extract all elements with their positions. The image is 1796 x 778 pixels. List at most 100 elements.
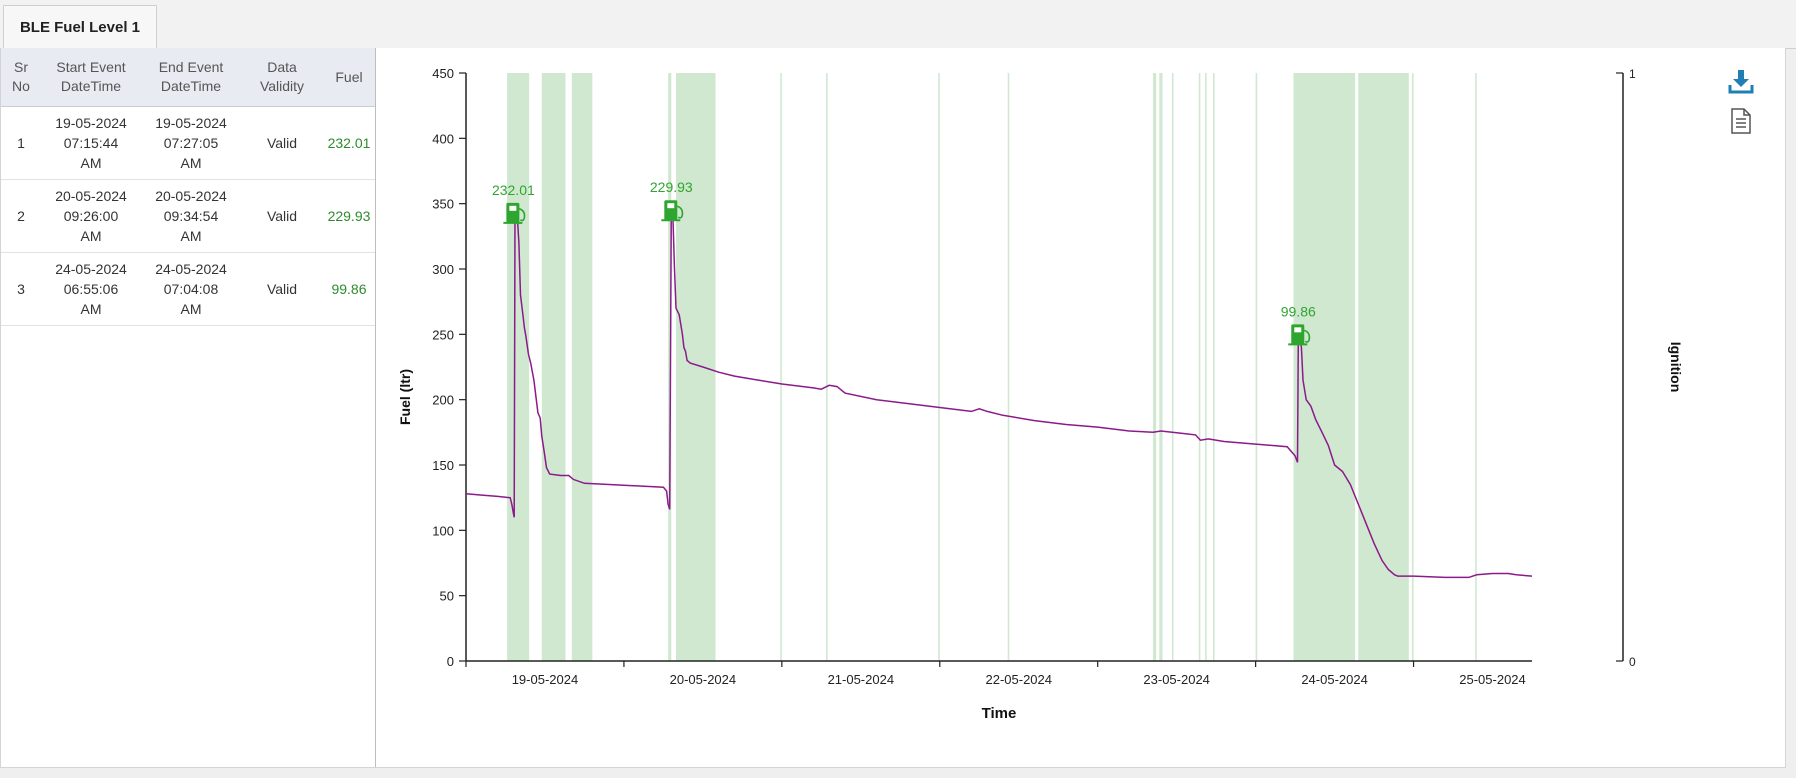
- fill-events-table-panel: Sr No Start Event DateTime End Event DateTi…: [1, 48, 376, 767]
- ignition-on-band: [1212, 73, 1215, 661]
- y-tick-label: 250: [432, 327, 454, 342]
- fuel-pump-hose: [677, 205, 684, 219]
- ignition-on-band: [1007, 73, 1010, 661]
- report-button[interactable]: [1723, 103, 1759, 139]
- header-fuel[interactable]: Fuel: [323, 48, 375, 107]
- y-tick-label: 150: [432, 458, 454, 473]
- cell-end: 20-05-2024 09:34:54 AM: [141, 179, 241, 253]
- start-ampm: AM: [80, 228, 102, 244]
- start-time: 09:26:00: [63, 208, 119, 224]
- y-tick-label: 50: [440, 589, 454, 604]
- ignition-on-band: [571, 73, 593, 661]
- y2-axis-title: Ignition: [1668, 342, 1684, 393]
- fuel-pump-window: [509, 205, 517, 211]
- fuel-ignition-chart[interactable]: 0 50 100 150 200 250 300 350 400 450 19-05-2024 20…: [377, 48, 1785, 767]
- header-label: DateTime: [160, 78, 222, 94]
- cell-sr: 2: [1, 179, 41, 253]
- fill-events-table: Sr No Start Event DateTime End Event DateTi…: [1, 48, 375, 326]
- chart-panel: 0 50 100 150 200 250 300 350 400 450 19-05-2024 20…: [377, 48, 1785, 767]
- x-tick-label: 23-05-2024: [1143, 672, 1210, 687]
- ignition-on-band: [676, 73, 716, 661]
- document-icon: [1731, 108, 1751, 134]
- ignition-on-band: [1475, 73, 1477, 661]
- end-date: 24-05-2024: [155, 261, 227, 277]
- fill-event-markers: 232.01 229.93 99.86: [492, 179, 1316, 346]
- y-tick-label: 0: [447, 654, 454, 669]
- fuel-pump-icon: [1288, 324, 1311, 346]
- ignition-on-band: [780, 73, 782, 661]
- ignition-on-band: [1171, 73, 1174, 661]
- header-label: End Event: [158, 59, 224, 75]
- start-ampm: AM: [80, 155, 102, 171]
- fuel-level-series-line: [465, 210, 1533, 579]
- start-date: 24-05-2024: [55, 261, 127, 277]
- fuel-pump-icon: [661, 200, 684, 222]
- end-ampm: AM: [180, 301, 202, 317]
- ignition-on-band: [1159, 73, 1163, 661]
- ignition-on-band: [507, 73, 530, 661]
- start-time: 07:15:44: [63, 135, 119, 151]
- table-row[interactable]: 2 20-05-2024 09:26:00 AM 20-05-2024 09:34:5…: [1, 179, 375, 253]
- y-tick-label: 350: [432, 197, 454, 212]
- header-data-validity[interactable]: Data Validity: [241, 48, 323, 107]
- cell-validity: Valid: [241, 106, 323, 180]
- x-tick-label: 19-05-2024: [512, 672, 579, 687]
- cell-sr: 3: [1, 252, 41, 326]
- fuel-pump-icon: [503, 202, 526, 224]
- end-time: 09:34:54: [163, 208, 219, 224]
- download-icon: [1728, 70, 1754, 94]
- fill-event-label: 229.93: [650, 179, 693, 195]
- fuel-pump-hose: [1303, 329, 1311, 343]
- cell-sr: 1: [1, 106, 41, 180]
- ignition-on-band: [938, 73, 940, 661]
- cell-fuel: 99.86: [323, 252, 375, 326]
- header-sr-no[interactable]: Sr No: [1, 48, 41, 107]
- end-date: 20-05-2024: [155, 188, 227, 204]
- header-end-datetime[interactable]: End Event DateTime: [141, 48, 241, 107]
- ignition-bands: [507, 73, 1477, 661]
- ignition-on-band: [826, 73, 828, 661]
- x-axis-title: Time: [982, 705, 1017, 722]
- y-tick-label: 450: [432, 66, 454, 81]
- y-tick-label: 400: [432, 131, 454, 146]
- y-tick-label: 100: [432, 523, 454, 538]
- ignition-on-band: [1198, 73, 1201, 661]
- table-row[interactable]: 3 24-05-2024 06:55:06 AM 24-05-2024 07:04:0…: [1, 252, 375, 326]
- y2-tick-label: 1: [1629, 67, 1636, 81]
- tab-ble-fuel-level-1[interactable]: BLE Fuel Level 1: [3, 5, 157, 48]
- end-ampm: AM: [180, 228, 202, 244]
- cell-end: 24-05-2024 07:04:08 AM: [141, 252, 241, 326]
- x-tick-label: 22-05-2024: [985, 672, 1052, 687]
- header-start-datetime[interactable]: Start Event DateTime: [41, 48, 141, 107]
- end-ampm: AM: [180, 155, 202, 171]
- y-axis-title: Fuel (ltr): [397, 369, 413, 425]
- header-label: No: [12, 78, 30, 94]
- header-label: Sr: [14, 59, 28, 75]
- cell-start: 19-05-2024 07:15:44 AM: [41, 106, 141, 180]
- content-panel: Sr No Start Event DateTime End Event DateTi…: [0, 48, 1786, 768]
- ignition-on-band: [1411, 73, 1414, 661]
- y-axis: 0 50 100 150 200 250 300 350 400 450: [432, 66, 467, 669]
- cell-fuel: 229.93: [323, 179, 375, 253]
- x-tick-label: 20-05-2024: [670, 672, 737, 687]
- cell-end: 19-05-2024 07:27:05 AM: [141, 106, 241, 180]
- end-date: 19-05-2024: [155, 115, 227, 131]
- ignition-on-band: [1152, 73, 1157, 661]
- start-time: 06:55:06: [63, 281, 119, 297]
- ignition-on-band: [541, 73, 566, 661]
- header-label: Data: [267, 59, 297, 75]
- download-button[interactable]: [1723, 64, 1759, 100]
- fill-event-label: 232.01: [492, 182, 535, 198]
- table-header-row: Sr No Start Event DateTime End Event DateTi…: [1, 48, 375, 107]
- start-date: 19-05-2024: [55, 115, 127, 131]
- header-label: Validity: [259, 78, 305, 94]
- x-tick-label: 21-05-2024: [828, 672, 895, 687]
- fuel-pump-window: [667, 203, 675, 209]
- fill-event-label: 99.86: [1281, 303, 1316, 319]
- x-tick-label: 24-05-2024: [1301, 672, 1368, 687]
- end-time: 07:27:05: [163, 135, 219, 151]
- table-row[interactable]: 1 19-05-2024 07:15:44 AM 19-05-2024 07:27:0…: [1, 106, 375, 180]
- ignition-on-band: [1358, 73, 1409, 661]
- header-label: Start Event: [56, 59, 126, 75]
- y2-axis: 01: [1616, 67, 1636, 669]
